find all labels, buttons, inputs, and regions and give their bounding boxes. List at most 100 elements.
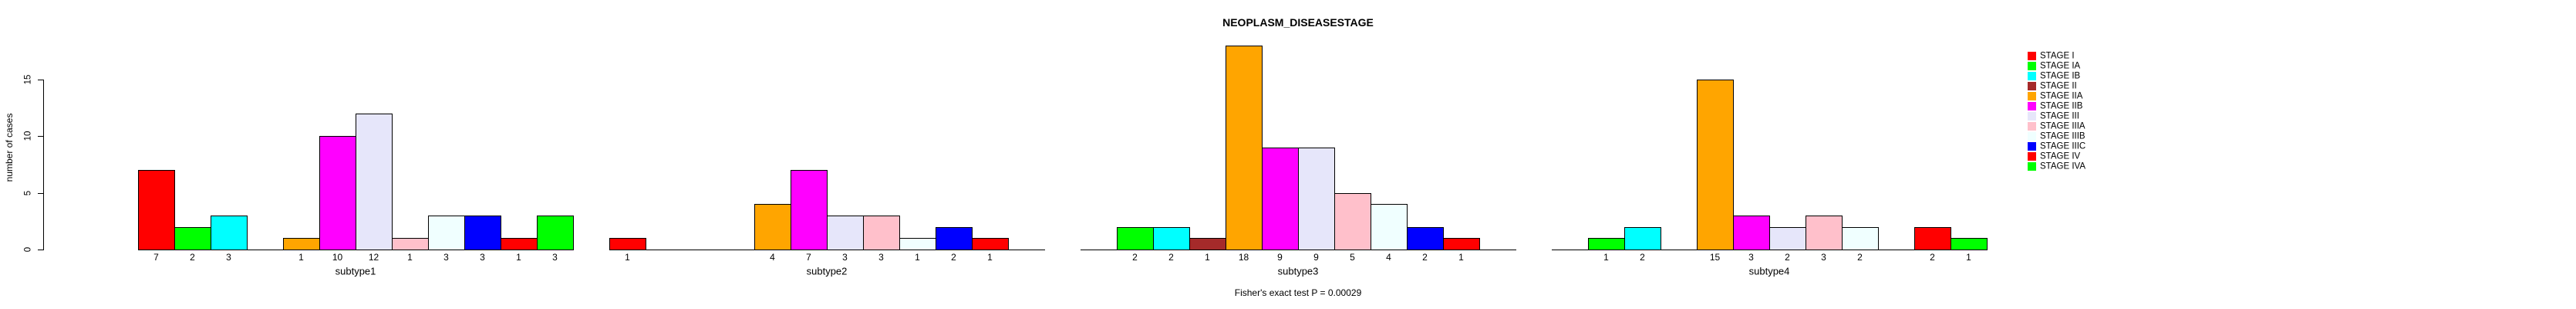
legend-swatch-stage-i [2028,52,2036,60]
bar-value-label: 10 [332,252,343,263]
bar-stage-ia-subtype3 [1117,227,1154,250]
bar-value-label: 2 [1422,252,1428,263]
bar-value-label: 1 [1966,252,1971,263]
bar-stage-iib-subtype1 [319,136,356,250]
legend-label-stage-i: STAGE I [2040,50,2075,60]
bar-stage-iii-subtype1 [356,114,393,250]
bar-value-label: 1 [1603,252,1609,263]
bar-stage-iia-subtype1 [283,238,320,250]
bar-value-label: 9 [1313,252,1319,263]
bar-stage-iiic-subtype1 [464,216,501,250]
bar-value-label: 1 [516,252,521,263]
legend-swatch-stage-ii [2028,82,2036,90]
y-axis-tick-label: 5 [23,190,33,196]
legend-swatch-stage-iii [2028,112,2036,121]
bar-value-label: 3 [1821,252,1826,263]
bar-stage-iiia-subtype2 [863,216,900,250]
bar-value-label: 1 [987,252,993,263]
legend-label-stage-iiia: STAGE IIIA [2040,121,2085,131]
y-axis-line [43,80,44,250]
bar-value-label: 2 [1168,252,1174,263]
legend-swatch-stage-ib [2028,72,2036,80]
bar-stage-iib-subtype2 [791,170,828,250]
bar-stage-iiib-subtype1 [428,216,465,250]
bar-value-label: 3 [480,252,485,263]
bar-value-label: 2 [1132,252,1138,263]
legend-label-stage-iib: STAGE IIB [2040,100,2083,110]
bar-value-label: 7 [806,252,811,263]
bar-stage-iiia-subtype3 [1334,193,1371,250]
bar-stage-ib-subtype4 [1624,227,1661,250]
legend-swatch-stage-iiib [2028,132,2036,141]
bar-stage-iia-subtype2 [754,204,791,250]
legend-swatch-stage-iiia [2028,122,2036,131]
bar-value-label: 2 [190,252,195,263]
y-axis-title: number of cases [4,113,15,182]
bar-stage-iva-subtype1 [537,216,574,250]
bar-stage-iib-subtype4 [1733,216,1770,250]
x-axis-group-label-subtype3: subtype3 [1277,265,1319,277]
bar-stage-iiib-subtype4 [1842,227,1879,250]
legend-label-stage-iiic: STAGE IIIC [2040,141,2086,151]
y-axis-tick-label: 10 [23,131,33,141]
bar-value-label: 4 [1386,252,1391,263]
legend-label-stage-ib: STAGE IB [2040,70,2081,80]
bar-value-label: 3 [552,252,558,263]
bar-value-label: 1 [1458,252,1464,263]
bar-value-label: 3 [443,252,449,263]
x-axis-group-label-subtype2: subtype2 [806,265,848,277]
legend-label-stage-iiib: STAGE IIIB [2040,131,2085,141]
bar-stage-iiic-subtype2 [936,227,973,250]
legend-swatch-stage-iib [2028,102,2036,110]
y-axis-tick [38,193,43,194]
bar-value-label: 7 [153,252,159,263]
bar-stage-iib-subtype3 [1262,148,1299,250]
bar-value-label: 1 [1205,252,1210,263]
bar-stage-iv-subtype3 [1443,238,1480,250]
legend-label-stage-iva: STAGE IVA [2040,161,2086,171]
bar-stage-ib-subtype1 [211,216,248,250]
bar-value-label: 12 [368,252,379,263]
legend-swatch-stage-iva [2028,162,2036,171]
bar-value-label: 2 [951,252,956,263]
bar-stage-i-subtype2 [609,238,646,250]
legend-label-stage-ia: STAGE IA [2040,60,2081,70]
x-axis-group-label-subtype1: subtype1 [335,265,376,277]
bar-stage-iv-subtype2 [972,238,1009,250]
bar-value-label: 2 [1930,252,1935,263]
legend-label-stage-iv: STAGE IV [2040,151,2081,161]
legend-swatch-stage-iia [2028,92,2036,100]
y-axis-tick [38,136,43,137]
bar-stage-iii-subtype2 [827,216,864,250]
bar-stage-ib-subtype3 [1153,227,1190,250]
legend-swatch-stage-iiic [2028,142,2036,151]
bar-value-label: 3 [878,252,884,263]
bar-value-label: 9 [1277,252,1283,263]
chart-title: NEOPLASM_DISEASESTAGE [1222,16,1374,29]
bar-stage-iv-subtype1 [501,238,538,250]
bar-stage-ii-subtype3 [1189,238,1226,250]
bar-value-label: 1 [915,252,920,263]
x-axis-group-label-subtype4: subtype4 [1748,265,1790,277]
bar-stage-iia-subtype3 [1226,46,1263,250]
bar-stage-iiia-subtype4 [1806,216,1843,250]
bar-value-label: 3 [226,252,231,263]
bar-stage-iva-subtype4 [1951,238,1988,250]
bar-stage-iii-subtype4 [1769,227,1806,250]
bar-value-label: 3 [1748,252,1754,263]
bar-stage-ia-subtype4 [1588,238,1625,250]
bar-value-label: 1 [625,252,630,263]
bar-stage-iv-subtype4 [1914,227,1951,250]
legend-swatch-stage-ia [2028,62,2036,70]
legend-label-stage-ii: STAGE II [2040,80,2077,90]
legend-swatch-stage-iv [2028,152,2036,161]
bar-value-label: 2 [1785,252,1790,263]
bar-stage-iiia-subtype1 [392,238,429,250]
bar-value-label: 1 [298,252,304,263]
bar-value-label: 1 [407,252,413,263]
legend-label-stage-iii: STAGE III [2040,110,2079,121]
chart-annotation: Fisher's exact test P = 0.00029 [1234,287,1362,298]
bar-stage-iii-subtype3 [1298,148,1335,250]
y-axis-tick-label: 0 [23,246,33,253]
